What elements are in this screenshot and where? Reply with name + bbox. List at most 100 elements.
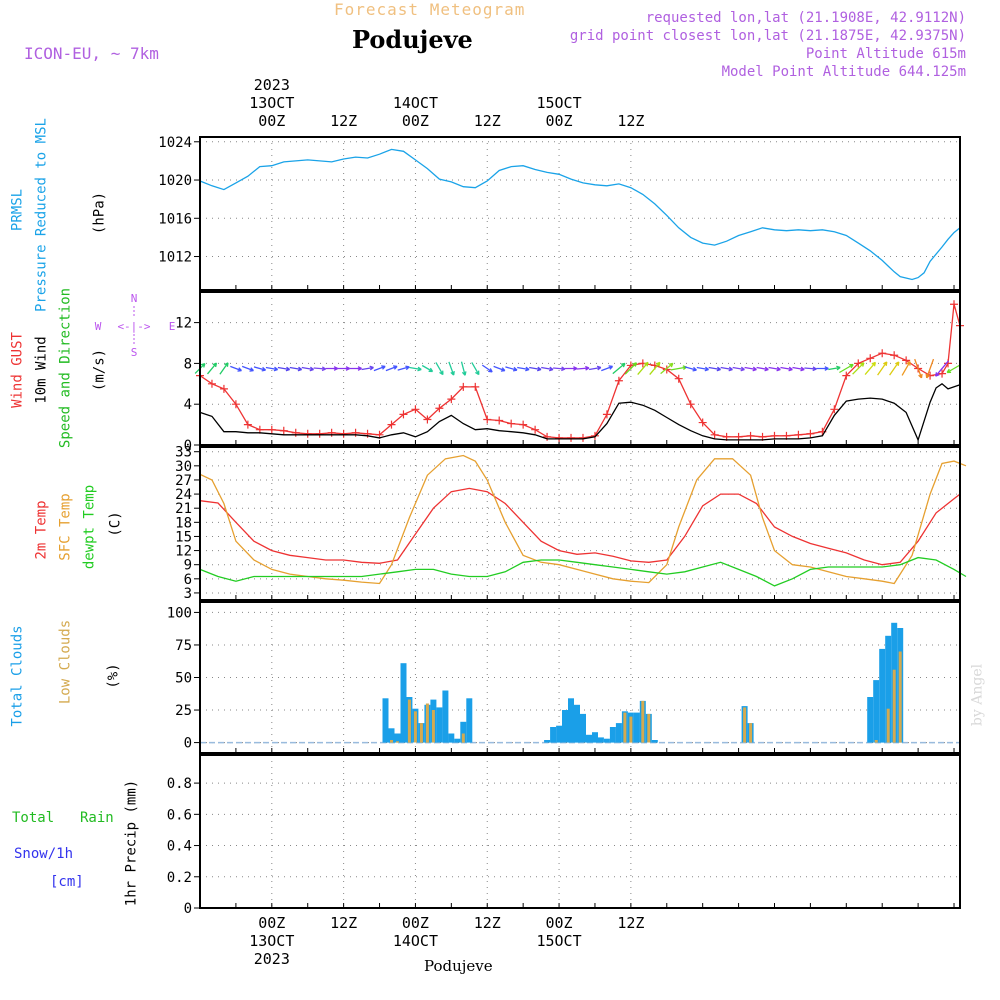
bar-total-clouds — [436, 707, 443, 743]
gust-marker — [387, 420, 396, 429]
gust-marker — [686, 400, 695, 409]
y-tick-label: 3 — [184, 586, 192, 602]
time-label-bottom: 00Z — [546, 914, 573, 932]
wind-arrow — [301, 366, 314, 372]
bar-low-clouds — [886, 708, 890, 743]
panel-frame — [199, 754, 961, 909]
wind-arrow — [804, 366, 817, 372]
time-label-bottom: 12Z — [617, 914, 644, 932]
panel-pressure — [194, 136, 961, 291]
bar-low-clouds — [629, 716, 633, 743]
time-label-bottom: 12Z — [474, 914, 501, 932]
bar-total-clouds — [597, 737, 604, 743]
gust-marker — [339, 429, 348, 438]
panel-wind — [194, 291, 964, 446]
bar-low-clouds — [461, 733, 465, 743]
y-tick-label: 30 — [175, 459, 192, 475]
series-line-dewpt-temp — [199, 556, 967, 587]
gust-marker — [794, 430, 803, 439]
panel-frame — [199, 446, 961, 601]
time-label-bottom: 12Z — [330, 914, 357, 932]
bar-total-clouds — [460, 721, 467, 743]
y-tick-label: 27 — [175, 473, 192, 489]
series-line-wind-gust — [199, 304, 961, 439]
wind-arrow — [696, 366, 709, 372]
wind-arrow — [744, 366, 757, 372]
y-tick-label: 1024 — [158, 135, 192, 151]
wind-arrow — [373, 365, 386, 372]
wind-arrow — [435, 362, 444, 376]
y-tick-label: 18 — [175, 515, 192, 531]
bar-low-clouds — [641, 700, 645, 743]
bar-total-clouds — [562, 710, 568, 743]
wind-arrow — [649, 361, 661, 376]
y-tick-label: 33 — [175, 445, 192, 461]
wind-arrow — [780, 366, 793, 372]
panel-precipitation — [194, 754, 961, 909]
legend-snow: Snow/1h — [14, 846, 74, 862]
time-label-top: 00Z — [258, 112, 285, 130]
bar-total-clouds — [633, 712, 640, 743]
model-label: ICON-EU, ~ 7km — [24, 44, 159, 63]
y-tick-label: 0 — [184, 736, 192, 752]
footer-location: Podujeve — [424, 957, 493, 975]
wind-arrow — [421, 364, 434, 373]
wind-arrow — [409, 366, 422, 372]
wind-arrow — [277, 366, 291, 372]
gust-marker — [471, 382, 480, 391]
gust-marker — [459, 382, 468, 391]
bar-total-clouds — [603, 738, 610, 743]
panel-temperature — [194, 446, 967, 601]
time-label-bottom: 14OCT — [393, 932, 438, 950]
time-label-top: 00Z — [546, 112, 573, 130]
gust-marker — [279, 426, 288, 435]
wind-arrow — [612, 362, 626, 375]
product-title: Forecast Meteogram — [334, 0, 526, 19]
wind-arrow — [839, 363, 854, 374]
time-label-top: 00Z — [402, 112, 429, 130]
bar-total-clouds — [873, 680, 880, 743]
wind-arrow — [914, 358, 923, 379]
gust-marker — [519, 420, 528, 429]
gust-marker — [483, 415, 492, 424]
wind-arrow — [361, 365, 374, 371]
y-tick-label: 12 — [175, 544, 192, 560]
time-label-top: 12Z — [617, 112, 644, 130]
bar-low-clouds — [743, 707, 747, 743]
panel-clouds — [194, 601, 961, 754]
series-line-sfc-temp — [199, 454, 967, 585]
y-tick-label: 12 — [175, 316, 192, 332]
wind-arrow — [207, 362, 218, 375]
wind-arrow — [289, 366, 303, 372]
y-tick-label: 21 — [175, 501, 192, 517]
time-label-top: 13OCT — [249, 94, 294, 112]
wind-arrow — [460, 361, 467, 376]
y-tick-label: 50 — [175, 671, 192, 687]
bar-total-clouds — [879, 648, 886, 743]
gust-marker — [507, 419, 516, 428]
bar-total-clouds — [544, 740, 551, 743]
bar-total-clouds — [448, 733, 455, 743]
panel-frame — [199, 601, 961, 754]
time-label-top: 12Z — [330, 112, 357, 130]
compass-north: N — [131, 292, 138, 305]
wind-arrow — [313, 366, 327, 372]
y-tick-label: 6 — [184, 572, 192, 588]
series-line-2m-temp — [199, 487, 961, 566]
wind-arrow — [670, 365, 687, 371]
bar-total-clouds — [382, 698, 389, 743]
compass-east: E — [169, 320, 176, 333]
gust-marker — [602, 410, 611, 419]
wind-arrow — [925, 358, 935, 379]
time-label-bottom: 13OCT — [249, 932, 294, 950]
wind-arrow — [565, 366, 578, 371]
point-altitude: Point Altitude 615m — [805, 46, 966, 62]
bar-low-clouds — [413, 711, 417, 743]
bar-total-clouds — [550, 727, 557, 743]
compass-west: W — [95, 320, 102, 333]
bar-total-clouds — [454, 738, 461, 743]
gust-marker — [207, 379, 216, 388]
requested-coords: requested lon,lat (21.1908E, 42.9112N) — [645, 10, 966, 26]
y-tick-label: 0 — [184, 901, 192, 917]
time-label-bottom: 00Z — [402, 914, 429, 932]
